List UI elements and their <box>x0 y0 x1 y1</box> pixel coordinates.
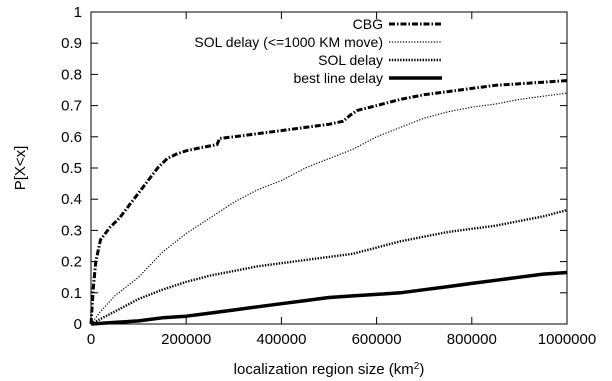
y-tick-label: 0 <box>74 316 82 333</box>
x-tick-label: 1000000 <box>538 331 596 348</box>
x-tick-label: 600000 <box>352 331 402 348</box>
y-axis-label: P[X<x] <box>12 146 29 191</box>
axis-ticks: 0 200000 400000 600000 800000 1000000 0 0.1 0.2 0… <box>61 4 596 348</box>
y-tick-label: 0.7 <box>61 98 82 115</box>
y-tick-label: 1 <box>74 4 82 21</box>
y-tick-label: 0.2 <box>61 254 82 271</box>
legend: CBG SOL delay (<=1000 KM move) SOL delay be… <box>194 16 442 86</box>
y-tick-label: 0.1 <box>61 285 82 302</box>
x-axis-label-suffix: ) <box>419 361 424 378</box>
legend-label: best line delay <box>293 70 383 86</box>
y-tick-label: 0.3 <box>61 222 82 239</box>
series-line <box>90 92 568 325</box>
y-tick-label: 0.9 <box>61 35 82 52</box>
series-line <box>90 270 568 326</box>
x-tick-label: 200000 <box>161 331 211 348</box>
y-tick-label: 0.5 <box>61 160 82 177</box>
legend-label: CBG <box>353 16 383 32</box>
y-tick-label: 0.4 <box>61 191 82 208</box>
y-tick-label: 0.8 <box>61 66 82 83</box>
legend-label: SOL delay (<=1000 KM move) <box>194 34 383 50</box>
x-tick-label: 0 <box>87 331 95 348</box>
series-line <box>89 79 568 325</box>
x-tick-label: 800000 <box>447 331 497 348</box>
x-axis-label: localization region size (km2) <box>234 361 425 379</box>
plot-series <box>89 79 568 326</box>
y-tick-label: 0.6 <box>61 129 82 146</box>
legend-label: SOL delay <box>318 52 383 68</box>
x-axis-label-superscript: 2 <box>414 361 420 372</box>
x-tick-label: 400000 <box>256 331 306 348</box>
x-axis-label-text: localization region size (km <box>234 361 414 378</box>
series-line <box>90 208 568 326</box>
